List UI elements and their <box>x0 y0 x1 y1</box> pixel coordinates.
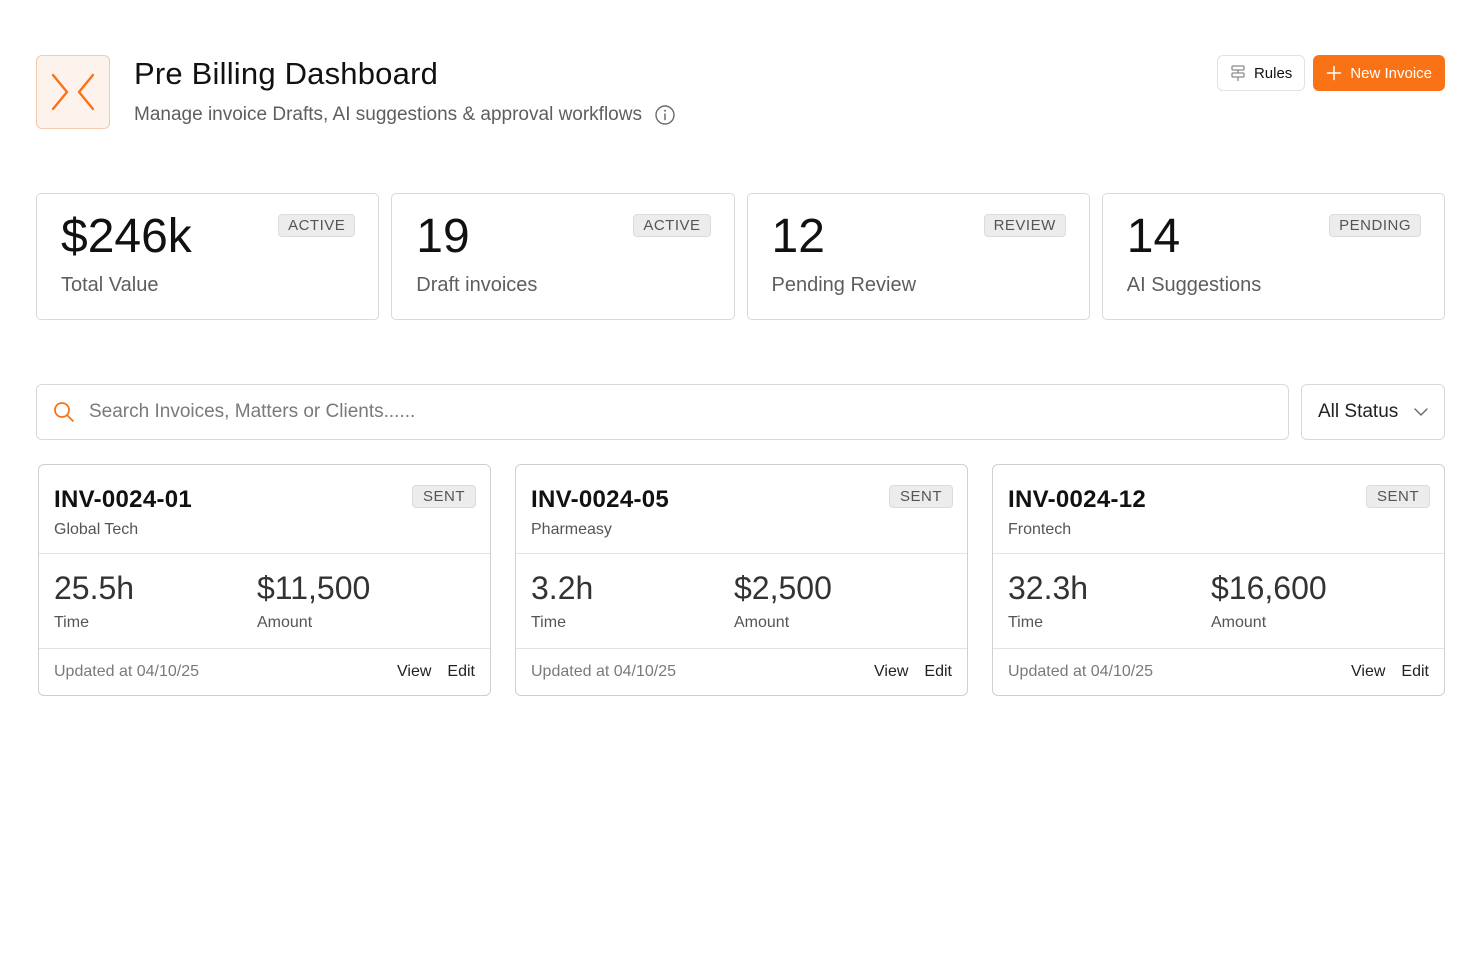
search-bar <box>36 384 1289 440</box>
invoice-card-metrics: 32.3h Time $16,600 Amount <box>993 554 1444 649</box>
invoice-id: INV-0024-12 <box>1008 486 1147 513</box>
header-actions: Rules New Invoice <box>1216 55 1445 91</box>
invoice-card-footer: Updated at 04/10/25 View Edit <box>993 649 1444 695</box>
stat-card-total-value: $246k Total Value ACTIVE <box>36 193 380 320</box>
rules-button-label: Rules <box>1253 64 1293 82</box>
invoice-id: INV-0024-01 <box>54 486 193 513</box>
invoice-updated-at: Updated at 04/10/25 <box>1008 663 1154 680</box>
search-icon <box>54 402 74 422</box>
invoice-time-label: Time <box>54 614 89 631</box>
page-subtitle: Manage invoice Drafts, AI suggestions & … <box>134 104 642 125</box>
subtitle-row: Manage invoice Drafts, AI suggestions & … <box>134 104 676 126</box>
invoice-card-metrics: 25.5h Time $11,500 Amount <box>39 554 490 649</box>
view-link[interactable]: View <box>1351 663 1386 680</box>
collapse-arrows-icon <box>51 73 95 111</box>
invoice-id: INV-0024-05 <box>531 486 670 513</box>
search-input[interactable] <box>89 401 1288 423</box>
invoice-card-header: INV-0024-01 Global Tech SENT <box>39 465 490 554</box>
invoice-card-list: INV-0024-01 Global Tech SENT 25.5h Time … <box>38 464 1445 696</box>
invoice-client: Frontech <box>1008 521 1072 538</box>
invoice-card-footer: Updated at 04/10/25 View Edit <box>516 649 967 695</box>
invoice-time-label: Time <box>531 614 566 631</box>
status-badge: ACTIVE <box>278 214 356 237</box>
new-invoice-button-label: New Invoice <box>1350 64 1432 82</box>
app-logo <box>36 55 110 129</box>
new-invoice-button[interactable]: New Invoice <box>1313 55 1445 91</box>
stat-card-pending-review: 12 Pending Review REVIEW <box>746 193 1090 320</box>
invoice-actions: View Edit <box>1351 663 1429 681</box>
stat-value: 19 <box>416 210 470 263</box>
status-badge: SENT <box>411 485 476 508</box>
stat-card-draft-invoices: 19 Draft invoices ACTIVE <box>391 193 735 320</box>
edit-link[interactable]: Edit <box>924 663 952 680</box>
status-badge: ACTIVE <box>633 214 711 237</box>
invoice-client: Pharmeasy <box>531 521 612 538</box>
status-badge: REVIEW <box>983 214 1066 237</box>
status-badge: PENDING <box>1329 214 1421 237</box>
stat-label: Draft invoices <box>416 274 538 296</box>
stat-card-ai-suggestions: 14 AI Suggestions PENDING <box>1101 193 1445 320</box>
edit-link[interactable]: Edit <box>1401 663 1429 680</box>
invoice-card[interactable]: INV-0024-12 Frontech SENT 32.3h Time $16… <box>992 464 1445 696</box>
invoice-time-value: 3.2h <box>531 570 594 606</box>
stat-label: Total Value <box>61 274 159 296</box>
invoice-amount-label: Amount <box>734 614 790 631</box>
info-icon[interactable] <box>654 104 676 126</box>
invoice-updated-at: Updated at 04/10/25 <box>54 663 200 680</box>
invoice-actions: View Edit <box>874 663 952 681</box>
rules-button[interactable]: Rules <box>1216 55 1306 91</box>
invoice-amount-value: $16,600 <box>1211 570 1327 606</box>
rules-icon <box>1231 65 1245 81</box>
status-filter-value: All Status <box>1318 401 1399 422</box>
chevron-down-icon <box>1414 408 1428 416</box>
view-link[interactable]: View <box>397 663 432 680</box>
invoice-card[interactable]: INV-0024-01 Global Tech SENT 25.5h Time … <box>38 464 491 696</box>
invoice-amount-value: $11,500 <box>257 570 371 606</box>
invoice-time-label: Time <box>1008 614 1043 631</box>
invoice-time-value: 25.5h <box>54 570 135 606</box>
stat-label: Pending Review <box>771 274 917 296</box>
plus-icon <box>1327 65 1342 81</box>
invoice-card-header: INV-0024-12 Frontech SENT <box>993 465 1444 554</box>
stat-value: $246k <box>61 210 192 263</box>
invoice-amount-label: Amount <box>1211 614 1267 631</box>
stat-value: 12 <box>771 210 825 263</box>
status-badge: SENT <box>1365 485 1430 508</box>
status-filter-dropdown[interactable]: All Status <box>1301 384 1445 440</box>
stat-value: 14 <box>1126 210 1181 263</box>
invoice-client: Global Tech <box>54 521 139 538</box>
invoice-card-metrics: 3.2h Time $2,500 Amount <box>516 554 967 649</box>
invoice-actions: View Edit <box>397 663 475 681</box>
edit-link[interactable]: Edit <box>447 663 475 680</box>
invoice-amount-label: Amount <box>257 614 313 631</box>
invoice-card[interactable]: INV-0024-05 Pharmeasy SENT 3.2h Time $2,… <box>515 464 968 696</box>
page-title: Pre Billing Dashboard <box>134 56 439 91</box>
status-badge: SENT <box>888 485 953 508</box>
stat-cards: $246k Total Value ACTIVE 19 Draft invoic… <box>36 193 1445 320</box>
invoice-time-value: 32.3h <box>1008 570 1089 606</box>
invoice-updated-at: Updated at 04/10/25 <box>531 663 677 680</box>
invoice-card-footer: Updated at 04/10/25 View Edit <box>39 649 490 695</box>
stat-label: AI Suggestions <box>1126 274 1262 296</box>
view-link[interactable]: View <box>874 663 909 680</box>
invoice-amount-value: $2,500 <box>734 570 832 606</box>
invoice-card-header: INV-0024-05 Pharmeasy SENT <box>516 465 967 554</box>
